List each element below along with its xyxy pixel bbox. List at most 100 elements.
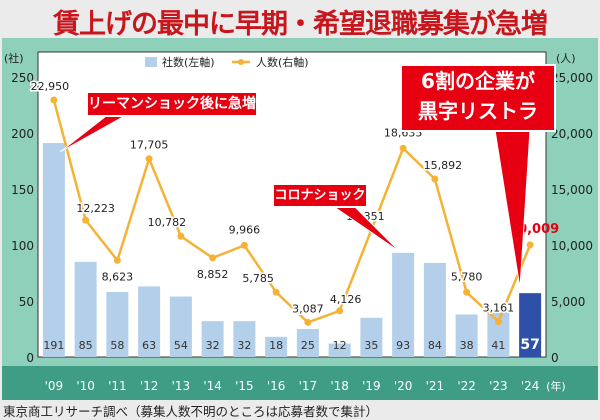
left-axis-unit: (社) [4, 51, 24, 65]
bar [487, 311, 510, 357]
x-tick-label: '10 [76, 379, 95, 393]
x-tick-label: '16 [267, 379, 286, 393]
bar [42, 143, 65, 357]
line-point [145, 155, 153, 163]
x-tick-label: '15 [235, 379, 254, 393]
bar-value-label: 12 [333, 339, 347, 352]
right-tick-label: 15,000 [551, 183, 593, 197]
left-tick-label: 0 [26, 351, 34, 365]
source-note: 東京商工リサーチ調べ（募集人数不明のところは応募者数で集計） [3, 404, 379, 419]
right-tick-label: 5,000 [551, 295, 585, 309]
line-value-label: 12,223 [76, 202, 115, 215]
line-value-label: 3,087 [292, 302, 324, 315]
bar [233, 321, 256, 357]
line-value-label: 22,950 [31, 80, 70, 93]
x-tick-label: '11 [108, 379, 127, 393]
x-tick-label: '14 [203, 379, 222, 393]
x-tick-label: '17 [299, 379, 318, 393]
right-axis-unit: (人) [556, 52, 576, 65]
x-tick-label: '12 [140, 379, 159, 393]
line-point [177, 232, 185, 240]
bar-value-label: 85 [79, 339, 93, 352]
x-tick-label: '18 [330, 379, 349, 393]
line-point [494, 318, 502, 326]
x-axis-strip [2, 366, 598, 400]
bar [106, 292, 129, 357]
line-value-label: 3,161 [483, 302, 515, 315]
line-point [113, 256, 121, 264]
legend-marker-line [238, 59, 244, 65]
x-tick-label: '09 [45, 379, 64, 393]
left-tick-label: 250 [11, 71, 34, 85]
line-value-label: 4,126 [330, 293, 362, 306]
right-tick-label: 25,000 [551, 71, 593, 85]
left-tick-label: 50 [19, 295, 34, 309]
line-value-label: 5,780 [451, 270, 483, 283]
line-point [272, 288, 280, 296]
bar-value-label: 18 [269, 339, 283, 352]
x-tick-label: '23 [489, 379, 508, 393]
bar [519, 293, 542, 357]
annotation-line-1: 6割の企業が [421, 69, 535, 93]
bar-value-label: 32 [206, 339, 220, 352]
annotation-line-2: 黒字リストラ [418, 99, 538, 123]
x-tick-label: '13 [172, 379, 191, 393]
chart-title: 賃上げの最中に早期・希望退職募集が急増 [53, 9, 548, 40]
left-tick-label: 200 [11, 127, 34, 141]
bar-value-label: 93 [396, 339, 410, 352]
line-value-label: 8,852 [197, 268, 229, 281]
bar [392, 252, 415, 357]
bar [169, 296, 192, 357]
bar [74, 261, 97, 357]
line-point [399, 144, 407, 152]
bar-value-label: 25 [301, 339, 315, 352]
bar-value-label: 58 [110, 339, 124, 352]
line-value-label: 9,966 [229, 223, 261, 236]
x-tick-label: '20 [394, 379, 413, 393]
line-point [526, 241, 534, 249]
right-tick-label: 20,000 [551, 127, 593, 141]
x-tick-label: '22 [457, 379, 476, 393]
bar [296, 329, 319, 357]
left-tick-label: 150 [11, 183, 34, 197]
bar [201, 321, 224, 357]
bar-value-label: 191 [43, 339, 64, 352]
x-tick-label: '19 [362, 379, 381, 393]
bar [265, 336, 288, 357]
line-point [240, 241, 248, 249]
bar [423, 262, 446, 357]
legend-swatch-bars [145, 57, 157, 67]
line-point [304, 318, 312, 326]
legend-label-bars: 社数(左軸) [162, 55, 215, 69]
right-tick-label: 0 [551, 351, 559, 365]
bar [455, 314, 478, 357]
bar-value-label: 38 [460, 339, 474, 352]
annotation-corona: コロナショック [272, 183, 368, 208]
line-value-label: 10,782 [148, 216, 187, 229]
bar-value-label: 35 [364, 339, 378, 352]
line-series [52, 99, 532, 324]
x-tick-label: '21 [426, 379, 445, 393]
bar [138, 286, 161, 357]
line-value-label: 17,705 [130, 139, 169, 152]
bar-value-label: 57 [520, 337, 539, 353]
left-tick-label: 100 [11, 239, 34, 253]
bar-value-label: 32 [237, 339, 251, 352]
line-point [431, 175, 439, 183]
line-value-label: 8,623 [102, 270, 134, 283]
line-point [50, 96, 58, 104]
annotation-lehman: リーマンショック後に急増 [86, 91, 258, 117]
annotation-restructuring: 6割の企業が 黒字リストラ [400, 64, 556, 132]
right-tick-label: 10,000 [551, 239, 593, 253]
line-point [336, 307, 344, 315]
bar [328, 343, 351, 357]
line-value-label: 15,892 [424, 159, 463, 172]
line-point [463, 288, 471, 296]
bar-value-label: 41 [491, 339, 505, 352]
line-point [82, 216, 90, 224]
x-tick-label: '24 [521, 379, 540, 393]
legend-label-line: 人数(右軸) [256, 55, 309, 69]
bar [360, 317, 383, 357]
bar-value-label: 84 [428, 339, 442, 352]
